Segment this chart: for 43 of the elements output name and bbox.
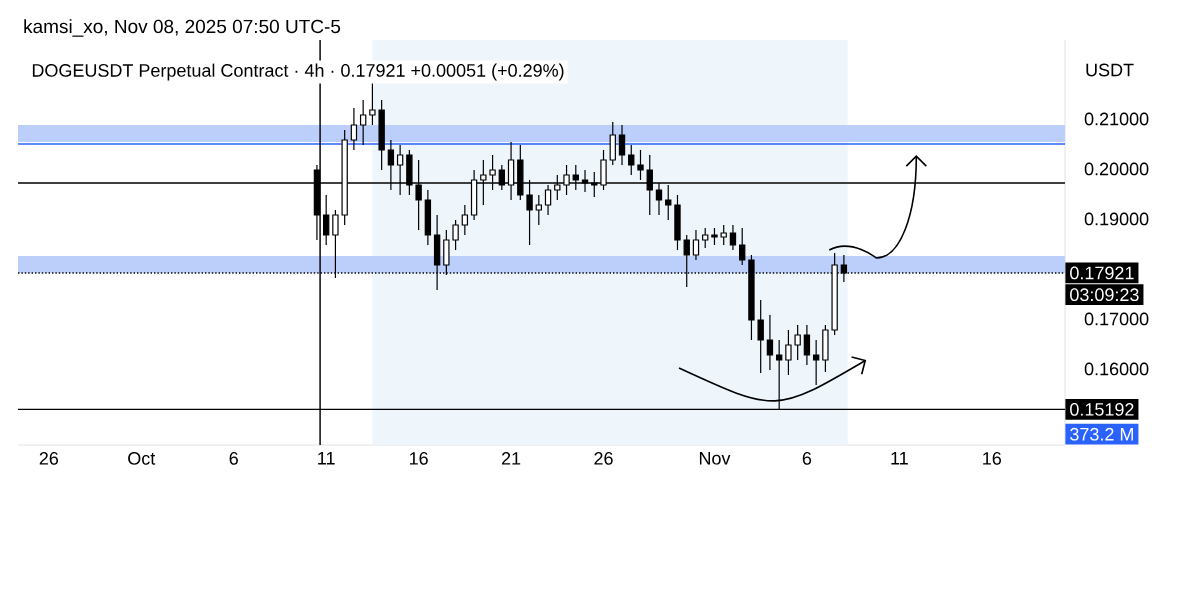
text: 373.2 M bbox=[1070, 427, 1133, 441]
candlestick bbox=[359, 99, 367, 146]
candlestick bbox=[535, 194, 542, 226]
ref-line-label: 0.15192 bbox=[1070, 403, 1134, 416]
candlestick bbox=[452, 219, 459, 251]
candlestick bbox=[461, 204, 469, 236]
x-tick-label: Nov bbox=[699, 452, 731, 465]
x-tick-label: 11 bbox=[891, 452, 908, 465]
y-tick-label: 0.17000 bbox=[1084, 312, 1149, 326]
candlestick bbox=[322, 194, 330, 246]
candlestick bbox=[628, 144, 635, 176]
x-tick-label: 26 bbox=[39, 452, 59, 465]
text: 03:09:23 bbox=[1070, 288, 1139, 302]
text: DOGEUSDT Perpetual Contract · 4h · 0.17921 +0.00051 (+0.29%) bbox=[32, 63, 564, 81]
y-tick-label: 0.16000 bbox=[1084, 362, 1149, 376]
x-tick-label: Oct bbox=[128, 452, 156, 465]
candlestick bbox=[803, 324, 811, 366]
y-tick-label: 0.21000 bbox=[1084, 112, 1149, 126]
candlestick bbox=[729, 224, 737, 251]
candlestick bbox=[757, 299, 764, 374]
candlestick bbox=[739, 227, 746, 266]
ref-line-label: 0.17921 bbox=[1070, 266, 1134, 280]
x-tick-label: 11 bbox=[318, 452, 335, 465]
candlestick bbox=[692, 229, 700, 261]
x-tick-label: 6 bbox=[229, 452, 238, 465]
candlestick bbox=[766, 314, 774, 371]
y-tick-label: 0.19000 bbox=[1084, 212, 1149, 226]
y-axis-title: USDT bbox=[1086, 63, 1134, 77]
text: kamsi_xo, Nov 08, 2025 07:50 UTC-5 bbox=[24, 19, 341, 37]
x-tick-label: 26 bbox=[594, 452, 613, 465]
candlestick bbox=[812, 339, 820, 386]
candlestick bbox=[794, 324, 801, 361]
candlestick bbox=[785, 329, 792, 376]
candlestick bbox=[637, 149, 644, 181]
candlestick bbox=[350, 107, 358, 151]
x-tick-label: 21 bbox=[501, 452, 521, 465]
candlestick bbox=[702, 227, 709, 249]
candlestick bbox=[618, 124, 626, 166]
x-tick-label: 16 bbox=[983, 452, 1002, 465]
y-tick-label: 0.20000 bbox=[1084, 162, 1149, 176]
x-tick-label: 16 bbox=[409, 452, 428, 465]
candlestick bbox=[720, 224, 727, 246]
x-tick-label: 6 bbox=[802, 452, 812, 465]
